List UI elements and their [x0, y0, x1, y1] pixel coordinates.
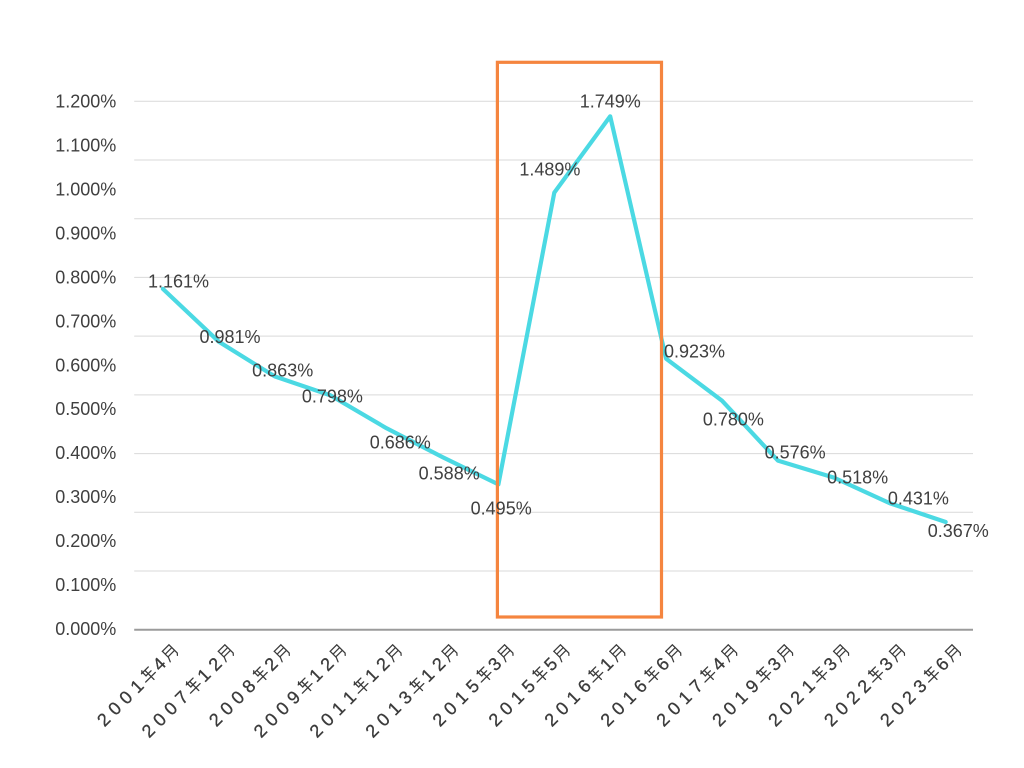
- svg-text:0.100%: 0.100%: [55, 575, 116, 595]
- svg-text:2: 2: [372, 654, 393, 675]
- svg-text:1: 1: [126, 676, 147, 697]
- svg-text:1: 1: [339, 687, 360, 708]
- svg-text:1.200%: 1.200%: [55, 92, 116, 112]
- svg-text:3: 3: [820, 654, 841, 675]
- svg-text:0.400%: 0.400%: [55, 443, 116, 463]
- svg-text:0.431%: 0.431%: [888, 489, 949, 509]
- svg-text:0.576%: 0.576%: [765, 443, 826, 463]
- svg-text:0.780%: 0.780%: [703, 409, 764, 429]
- svg-text:2: 2: [316, 654, 337, 675]
- svg-text:2: 2: [205, 654, 226, 675]
- svg-text:0.798%: 0.798%: [302, 387, 363, 407]
- svg-text:0.863%: 0.863%: [252, 360, 313, 380]
- svg-text:0.800%: 0.800%: [55, 267, 116, 287]
- svg-text:0.923%: 0.923%: [664, 342, 725, 362]
- svg-text:5: 5: [462, 676, 483, 697]
- svg-text:0.200%: 0.200%: [55, 531, 116, 551]
- svg-text:1.000%: 1.000%: [55, 180, 116, 200]
- svg-text:0.300%: 0.300%: [55, 487, 116, 507]
- svg-text:0.686%: 0.686%: [370, 433, 431, 453]
- svg-text:7: 7: [171, 687, 192, 708]
- svg-text:1: 1: [798, 676, 819, 697]
- svg-text:1.161%: 1.161%: [148, 272, 209, 292]
- svg-text:0.600%: 0.600%: [55, 355, 116, 375]
- svg-text:6: 6: [630, 676, 651, 697]
- svg-text:6: 6: [652, 654, 673, 675]
- svg-text:5: 5: [540, 654, 561, 675]
- svg-text:0.700%: 0.700%: [55, 311, 116, 331]
- svg-text:0.588%: 0.588%: [419, 463, 480, 483]
- svg-text:0.900%: 0.900%: [55, 224, 116, 244]
- svg-text:0.981%: 0.981%: [199, 327, 260, 347]
- svg-text:0.367%: 0.367%: [928, 521, 989, 541]
- svg-text:3: 3: [484, 654, 505, 675]
- svg-text:6: 6: [574, 676, 595, 697]
- svg-text:4: 4: [149, 654, 170, 675]
- svg-text:1.489%: 1.489%: [519, 159, 580, 179]
- svg-text:6: 6: [932, 654, 953, 675]
- svg-text:3: 3: [395, 687, 416, 708]
- svg-text:0.500%: 0.500%: [55, 399, 116, 419]
- svg-text:8: 8: [238, 676, 259, 697]
- svg-text:2: 2: [261, 654, 282, 675]
- svg-text:1.100%: 1.100%: [55, 136, 116, 156]
- svg-text:5: 5: [518, 676, 539, 697]
- svg-text:1: 1: [596, 654, 617, 675]
- svg-text:4: 4: [708, 654, 729, 675]
- svg-text:0.495%: 0.495%: [471, 498, 532, 518]
- svg-text:3: 3: [876, 654, 897, 675]
- svg-text:0.000%: 0.000%: [55, 619, 116, 639]
- svg-text:3: 3: [764, 654, 785, 675]
- svg-text:9: 9: [283, 687, 304, 708]
- svg-text:1.749%: 1.749%: [580, 92, 641, 112]
- svg-text:3: 3: [909, 676, 930, 697]
- svg-text:7: 7: [686, 676, 707, 697]
- svg-text:0.518%: 0.518%: [827, 467, 888, 487]
- svg-text:2: 2: [428, 654, 449, 675]
- svg-text:2: 2: [854, 676, 875, 697]
- svg-text:9: 9: [742, 676, 763, 697]
